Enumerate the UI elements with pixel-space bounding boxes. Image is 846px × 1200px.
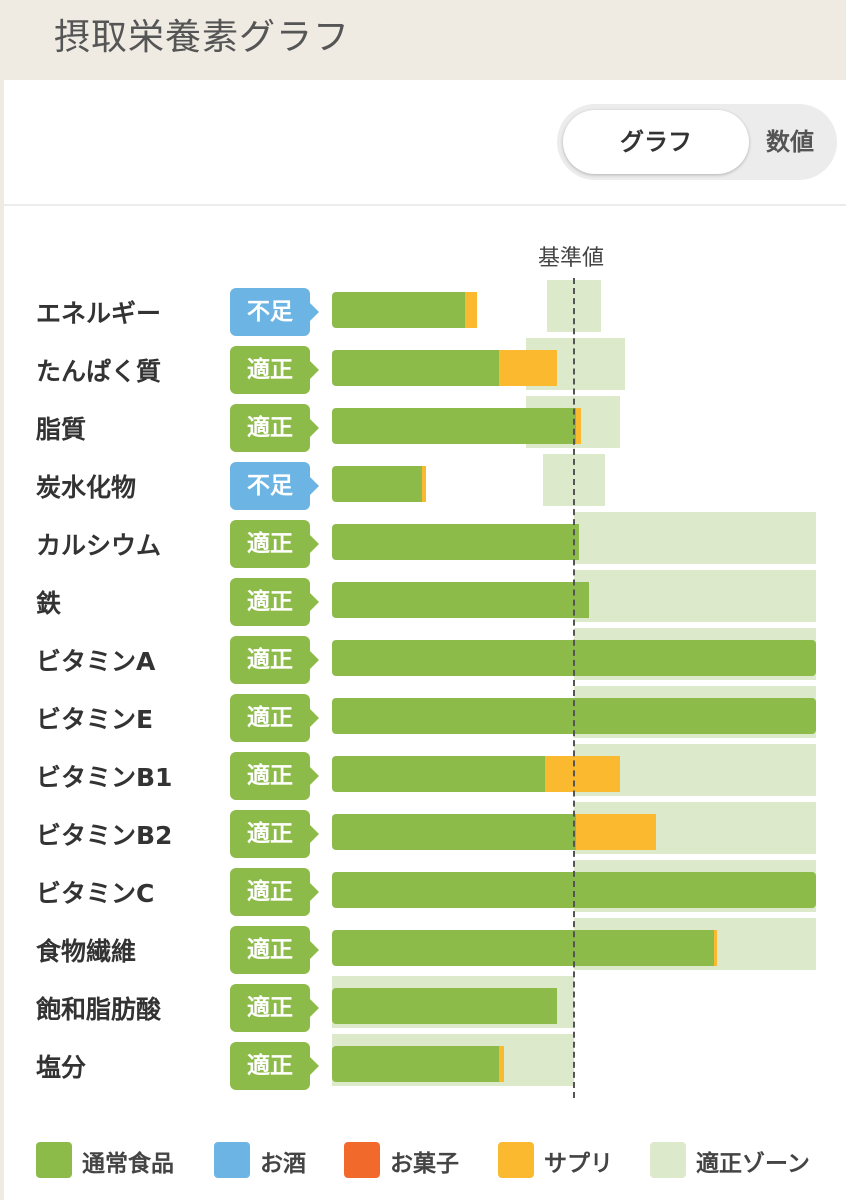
normal-food-segment [332,1046,499,1082]
nutrient-name: 塩分 [36,1053,87,1082]
legend-swatch [214,1142,250,1178]
chart-row: 食物繊維 適正 [0,918,846,976]
status-badge: 不足 [230,288,319,336]
intake-bar [332,930,717,966]
chart-row: 塩分 適正 [0,1034,846,1092]
status-badge: 適正 [230,984,319,1032]
intake-bar [332,524,579,560]
adequate-zone [574,512,816,564]
status-badge: 適正 [230,926,319,974]
chart-row: ビタミンB2 適正 [0,802,846,860]
nutrient-name: たんぱく質 [36,357,162,386]
intake-bar [332,756,620,792]
chart-row: エネルギー 不足 [0,280,846,338]
adequate-zone [574,570,816,622]
panel-edge [0,80,4,1200]
chart-row: カルシウム 適正 [0,512,846,570]
chart-row: たんぱく質 適正 [0,338,846,396]
intake-bar [332,988,558,1024]
status-badge: 適正 [230,404,319,452]
nutrient-name: エネルギー [36,299,162,328]
value-tab[interactable]: 数値 [766,128,814,156]
intake-bar [332,582,589,618]
nutrient-name: ビタミンC [36,879,155,908]
view-toggle: グラフ 数値 [557,104,837,180]
status-badge: 適正 [230,1042,319,1090]
supplement-segment [421,466,427,502]
status-badge: 適正 [230,578,319,626]
nutrient-name: 脂質 [36,415,87,444]
normal-food-segment [332,814,577,850]
nutrient-name: ビタミンB2 [36,821,173,850]
legend-label: お酒 [260,1151,306,1177]
nutrient-name: ビタミンB1 [36,763,173,792]
legend-label: サプリ [544,1151,613,1177]
legend-swatch [344,1142,380,1178]
chart-row: 鉄 適正 [0,570,846,628]
status-badge: 不足 [230,462,319,510]
status-badge: 適正 [230,520,319,568]
nutrient-name: 飽和脂肪酸 [36,995,162,1024]
intake-bar [332,408,582,444]
status-badge: 適正 [230,868,319,916]
chart-row: 脂質 適正 [0,396,846,454]
supplement-segment [576,408,582,444]
graph-tab[interactable]: グラフ [563,110,749,174]
normal-food-segment [332,408,577,444]
header: 摂取栄養素グラフ [0,0,846,80]
status-badge: 適正 [230,636,319,684]
normal-food-segment [332,350,499,386]
legend-label: 適正ゾーン [696,1151,810,1177]
normal-food-segment [332,756,545,792]
normal-food-segment [332,292,466,328]
legend-swatch [36,1142,72,1178]
normal-food-segment [332,930,715,966]
chart-row: 飽和脂肪酸 適正 [0,976,846,1034]
chart-row: ビタミンB1 適正 [0,744,846,802]
nutrient-name: カルシウム [36,531,162,560]
nutrient-name: ビタミンE [36,705,154,734]
chart-row: ビタミンE 適正 [0,686,846,744]
status-badge: 適正 [230,694,319,742]
intake-bar [332,292,478,328]
legend-label: 通常食品 [82,1151,174,1177]
intake-bar [332,466,427,502]
normal-food-segment [332,582,589,618]
legend-swatch [498,1142,534,1178]
nutrient-name: 炭水化物 [36,473,137,502]
chart-row: ビタミンA 適正 [0,628,846,686]
divider [4,204,846,206]
normal-food-segment [332,988,558,1024]
chart-row: ビタミンC 適正 [0,860,846,918]
chart-row: 炭水化物 不足 [0,454,846,512]
supplement-segment [714,930,717,966]
supplement-segment [498,1046,504,1082]
reference-line [573,278,575,1098]
reference-label: 基準値 [538,246,605,271]
status-badge: 適正 [230,752,319,800]
intake-bar [332,1046,504,1082]
supplement-segment [576,814,657,850]
supplement-segment [498,350,558,386]
nutrient-name: ビタミンA [36,647,156,676]
legend-label: お菓子 [390,1151,459,1177]
legend-swatch [650,1142,686,1178]
intake-bar [332,350,558,386]
supplement-segment [544,756,620,792]
status-badge: 適正 [230,346,319,394]
intake-bar [332,814,657,850]
page-title: 摂取栄養素グラフ [54,17,351,58]
supplement-segment [465,292,478,328]
nutrient-name: 鉄 [36,589,62,618]
normal-food-segment [332,524,579,560]
normal-food-segment [332,466,422,502]
status-badge: 適正 [230,810,319,858]
nutrient-name: 食物繊維 [36,937,137,966]
